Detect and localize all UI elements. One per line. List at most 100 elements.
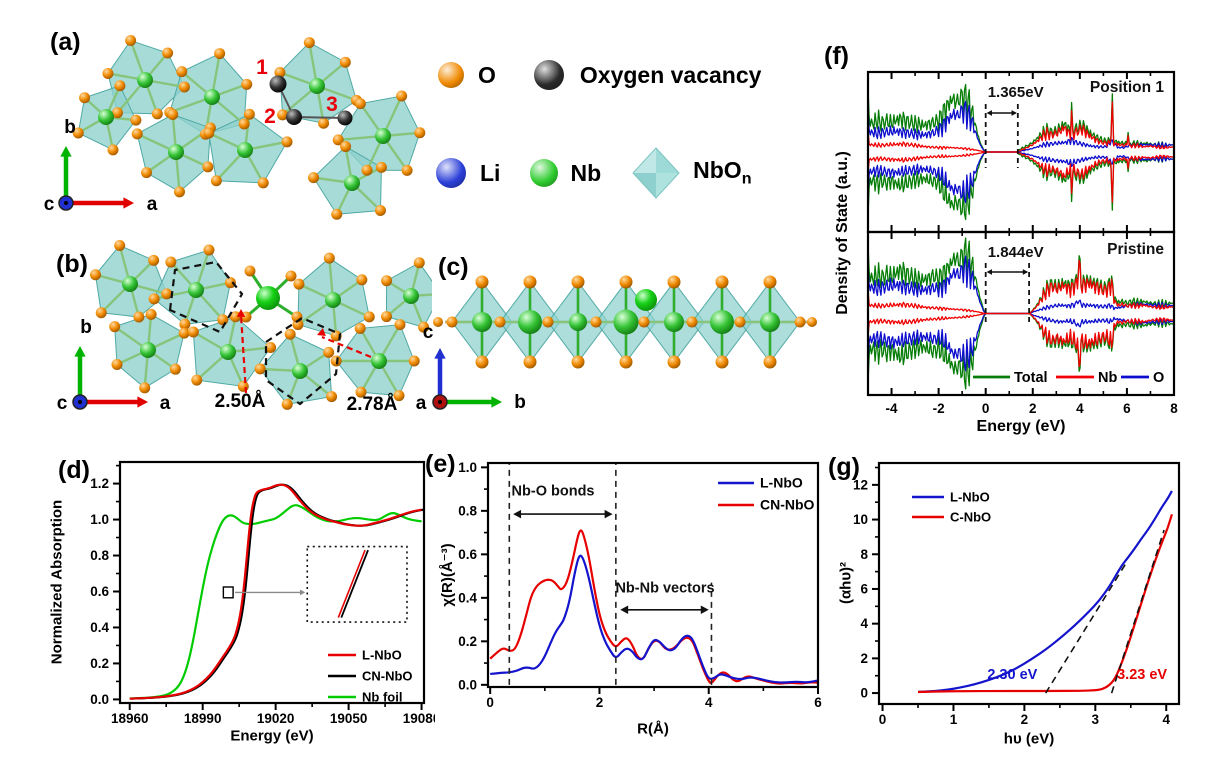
svg-text:10: 10 (853, 512, 868, 527)
panel-label-b: (b) (56, 250, 88, 278)
svg-text:4: 4 (860, 616, 868, 631)
series-C-NbO (917, 514, 1173, 694)
o-atom-icon (438, 62, 464, 88)
svg-text:2.30 eV: 2.30 eV (987, 667, 1037, 683)
nb-legend-label: Nb (570, 159, 602, 186)
svg-text:19050: 19050 (330, 711, 368, 726)
series-Nb (867, 151, 1175, 203)
panel-label-c: (c) (438, 253, 469, 281)
svg-text:1: 1 (950, 712, 958, 727)
svg-text:1.0: 1.0 (90, 512, 109, 527)
svg-text:0.2: 0.2 (90, 656, 109, 671)
series-Nb (867, 101, 1175, 153)
svg-text:0.6: 0.6 (458, 547, 477, 562)
nb-atom-icon (530, 159, 559, 187)
li-legend-label: Li (480, 159, 501, 186)
svg-text:19020: 19020 (257, 711, 295, 726)
svg-text:Nb foil: Nb foil (362, 690, 402, 705)
legend-item: Nb (1056, 370, 1117, 386)
svg-text:c: c (44, 194, 55, 215)
svg-text:0: 0 (860, 686, 868, 701)
exafs-chart: Nb-O bonds Nb-Nb vectors 0 2 4 6 0.0 0.2 0.4 0.6 0… (458, 460, 822, 710)
svg-text:4: 4 (1162, 712, 1170, 727)
svg-text:L-NbO: L-NbO (950, 490, 990, 505)
crystal-structure-top-view-vacancies: 1 2 3 b a c (44, 35, 426, 220)
svg-text:-2: -2 (933, 401, 945, 416)
svg-text:1.2: 1.2 (90, 476, 109, 491)
series-Total (867, 83, 1175, 153)
svg-text:0.0: 0.0 (458, 677, 477, 692)
svg-text:0: 0 (879, 712, 887, 727)
legend-item: Total (973, 370, 1048, 386)
panel-label-e: (e) (425, 450, 456, 478)
svg-text:Nb-Nb vectors: Nb-Nb vectors (615, 580, 714, 596)
svg-text:0.8: 0.8 (90, 548, 109, 563)
series-CN-NbO (489, 529, 819, 685)
d-xaxis-label: Energy (eV) (230, 727, 314, 745)
svg-text:2: 2 (1021, 712, 1029, 727)
series-Nb (867, 312, 1175, 368)
svg-text:1.365eV: 1.365eV (988, 84, 1044, 101)
nbo-legend-label: NbOn (693, 157, 752, 188)
oxygen-vacancy-legend-label: Oxygen vacancy (579, 61, 762, 88)
panel-label-f: (f) (824, 42, 849, 70)
svg-text:Nb-O bonds: Nb-O bonds (512, 484, 595, 500)
li-atom-icon (436, 158, 466, 188)
svg-text:Total: Total (1014, 370, 1048, 386)
legend-item: O (1121, 370, 1164, 386)
panel-label-d: (d) (58, 456, 90, 484)
svg-text:8: 8 (1170, 401, 1178, 416)
svg-text:b: b (80, 317, 92, 338)
svg-text:O: O (1153, 370, 1164, 386)
svg-text:6: 6 (814, 695, 822, 710)
svg-text:c: c (57, 393, 68, 414)
svg-text:CN-NbO: CN-NbO (760, 497, 815, 513)
svg-text:L-NbO: L-NbO (760, 475, 803, 491)
svg-text:2: 2 (596, 695, 604, 710)
svg-text:3.23 eV: 3.23 eV (1117, 667, 1167, 683)
svg-text:b: b (514, 392, 526, 413)
svg-text:0.6: 0.6 (90, 584, 109, 599)
svg-text:Position 1: Position 1 (1090, 79, 1164, 96)
svg-text:0: 0 (982, 401, 990, 416)
svg-text:6: 6 (1123, 401, 1131, 416)
svg-text:2.50Å: 2.50Å (215, 391, 266, 412)
series-Nb-foil (129, 504, 422, 700)
svg-text:1.0: 1.0 (458, 460, 477, 475)
legend-item: L-NbO (718, 475, 803, 491)
svg-text:4: 4 (705, 695, 713, 710)
e-yaxis-label: χ(R)(Å⁻³) (439, 543, 456, 607)
series-L-NbO (490, 554, 819, 684)
svg-text:0.2: 0.2 (458, 634, 477, 649)
svg-text:c: c (423, 322, 434, 343)
svg-text:2.78Å: 2.78Å (347, 394, 398, 415)
svg-text:a: a (147, 194, 158, 215)
svg-text:1: 1 (256, 56, 268, 79)
e-xaxis-label: R(Å) (637, 720, 669, 738)
svg-text:3: 3 (1092, 712, 1100, 727)
d-yaxis-label: Normalized Absorption (48, 499, 66, 665)
svg-text:6: 6 (860, 581, 868, 596)
o-legend-label: O (478, 61, 496, 88)
legend-item: Nb foil (328, 690, 402, 705)
legend-item: CN-NbO (718, 497, 815, 513)
nbo-octahedron-icon (632, 147, 680, 199)
legend-item: L-NbO (912, 490, 990, 505)
series-L-NbO (917, 490, 1173, 693)
legend-item: C-NbO (912, 510, 991, 525)
oxygen-vacancy-icon (533, 60, 564, 90)
svg-text:CN-NbO: CN-NbO (362, 669, 413, 684)
f-yaxis-label: Density of State (a.u.) (834, 151, 851, 315)
svg-text:L-NbO: L-NbO (362, 648, 402, 663)
svg-text:4: 4 (1076, 401, 1084, 416)
svg-text:C-NbO: C-NbO (950, 510, 991, 525)
dos-chart: 1.365eV Position 1 1.844eV Pristine -4 -2 0 2 4 6… (866, 70, 1178, 416)
crystal-structure-side-view: c b a (416, 275, 817, 414)
svg-text:a: a (160, 393, 171, 414)
g-xaxis-label: hυ (eV) (1003, 730, 1055, 748)
series-Total (867, 151, 1175, 221)
